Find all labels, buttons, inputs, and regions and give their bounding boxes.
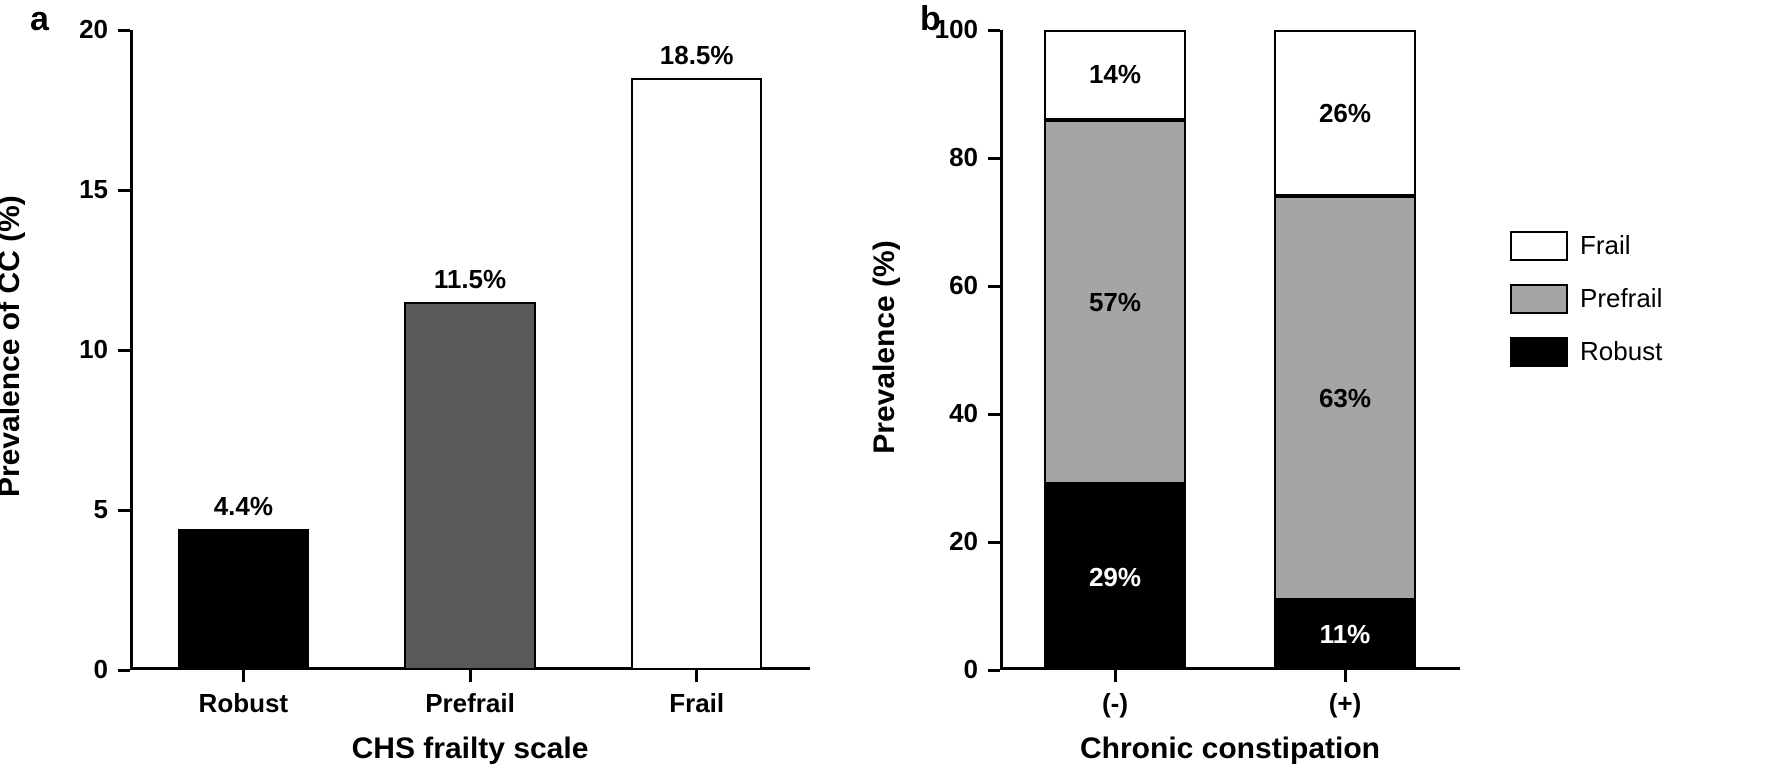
legend-label: Robust [1580,336,1662,367]
panel-a-ytick-label: 20 [58,14,108,45]
panel-a-label: a [30,0,49,39]
panel-b-xtick [1114,670,1117,682]
panel-a-bar-value: 4.4% [173,491,313,522]
panel-a-xtick [469,670,472,682]
panel-a-ytick [118,669,130,672]
panel-b-segment-label: 14% [1044,59,1187,90]
panel-b-segment-label: 11% [1274,619,1417,650]
panel-b-stack: 11% 63% 26% [1274,30,1417,670]
panel-b-ytick-label: 100 [918,14,978,45]
panel-b-ytick-label: 0 [918,654,978,685]
legend-swatch [1510,231,1568,261]
panel-b-ytick [988,285,1000,288]
panel-b-segment-label: 26% [1274,98,1417,129]
legend-item: Robust [1510,336,1662,367]
panel-b-ytick [988,413,1000,416]
panel-b-ytick [988,541,1000,544]
legend: Frail Prefrail Robust [1510,230,1662,389]
legend-item: Prefrail [1510,283,1662,314]
panel-a-ytick [118,349,130,352]
panel-a-category-label: Frail [617,688,777,719]
panel-a-category-label: Robust [163,688,323,719]
panel-a-ytick-label: 0 [58,654,108,685]
panel-b-ytick [988,29,1000,32]
panel-b-ytick-label: 80 [918,142,978,173]
legend-swatch [1510,337,1568,367]
panel-b-segment-label: 29% [1044,562,1187,593]
panel-a-xtick [695,670,698,682]
panel-a-xlabel: CHS frailty scale [130,732,810,766]
panel-a-bar [631,78,762,670]
figure-container: a 0 5 10 15 20 Prevalence of CC (%) 4.4% Robust 1… [0,0,1770,782]
panel-a-ytick-label: 10 [58,334,108,365]
panel-b-ytick [988,157,1000,160]
panel-b-ytick-label: 60 [918,270,978,301]
panel-b-category-label: (-) [1055,688,1175,719]
panel-b-ytick-label: 40 [918,398,978,429]
panel-a-ytick-label: 5 [58,494,108,525]
panel-b-category-label: (+) [1285,688,1405,719]
panel-b-segment-label: 63% [1274,383,1417,414]
panel-a-category-label: Prefrail [390,688,550,719]
panel-a-bar-value: 18.5% [627,40,767,71]
panel-a-ytick [118,29,130,32]
panel-a-xtick [242,670,245,682]
panel-a-ytick [118,189,130,192]
panel-b-xlabel: Chronic constipation [1000,732,1460,766]
panel-a-ylabel: Prevalence of CC (%) [0,197,27,497]
panel-b-segment-label: 57% [1044,287,1187,318]
legend-label: Frail [1580,230,1631,261]
panel-b-stack: 29% 57% 14% [1044,30,1187,670]
panel-a-bar [404,302,535,670]
panel-a-ytick-label: 15 [58,174,108,205]
panel-b-ylabel: Prevalence (%) [868,197,902,497]
panel-b-ytick [988,669,1000,672]
panel-a-ytick [118,509,130,512]
panel-a-bar [178,529,309,670]
panel-b-ytick-label: 20 [918,526,978,557]
panel-b-xtick [1344,670,1347,682]
legend-label: Prefrail [1580,283,1662,314]
panel-a-bar-value: 11.5% [400,264,540,295]
legend-swatch [1510,284,1568,314]
legend-item: Frail [1510,230,1662,261]
